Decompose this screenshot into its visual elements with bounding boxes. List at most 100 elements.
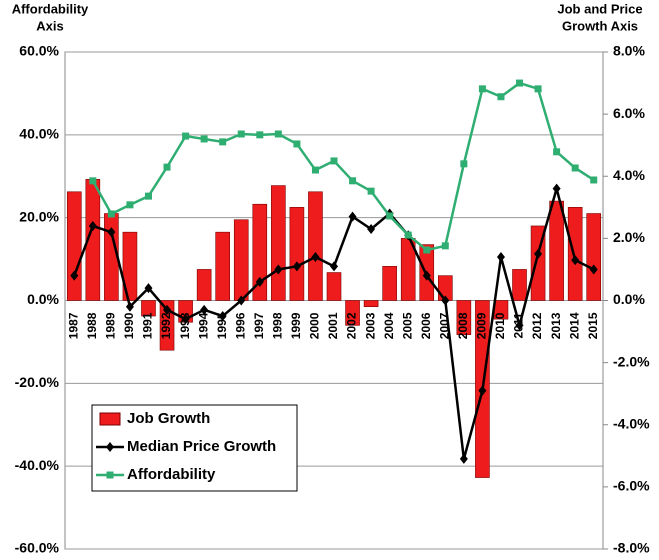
marker xyxy=(144,283,153,294)
x-tick-label: 1996 xyxy=(233,312,247,339)
marker xyxy=(107,210,115,218)
marker xyxy=(460,160,468,168)
marker xyxy=(515,320,524,331)
y2-tick-label: 6.0% xyxy=(613,105,645,121)
x-tick-label: 1992 xyxy=(159,312,173,339)
y2-tick-label: 2.0% xyxy=(613,229,645,245)
x-tick-label: 2006 xyxy=(419,312,433,339)
bar xyxy=(122,231,138,301)
x-tick-label: 1993 xyxy=(178,312,192,339)
marker xyxy=(125,301,134,312)
y2-tick-label: -6.0% xyxy=(613,478,650,494)
y2-tick-label: 0.0% xyxy=(613,291,645,307)
x-tick-label: 1989 xyxy=(104,312,118,339)
marker xyxy=(182,132,190,140)
y-tick-label: 60.0% xyxy=(19,43,59,59)
marker xyxy=(330,261,338,272)
marker xyxy=(163,163,171,171)
marker xyxy=(478,385,487,396)
x-tick-label: 1991 xyxy=(141,312,155,339)
bar xyxy=(215,231,230,301)
marker xyxy=(311,252,320,263)
marker xyxy=(590,176,598,184)
x-tick-label: 2013 xyxy=(549,312,563,339)
marker xyxy=(367,224,376,235)
marker xyxy=(200,304,209,315)
bar xyxy=(233,219,249,301)
bar xyxy=(345,300,360,326)
marker xyxy=(404,231,412,239)
marker xyxy=(349,177,357,185)
y2-tick-label: -2.0% xyxy=(613,353,650,369)
x-tick-label: 2005 xyxy=(400,312,414,339)
x-tick-label: 1997 xyxy=(252,312,266,339)
marker xyxy=(181,314,190,325)
marker xyxy=(422,270,431,281)
bar xyxy=(196,269,212,301)
marker xyxy=(237,295,246,306)
y-tick-label: -40.0% xyxy=(15,457,60,473)
y-tick-label: 40.0% xyxy=(19,126,59,142)
marker xyxy=(367,187,375,195)
x-tick-label: 2014 xyxy=(567,312,581,339)
bar xyxy=(252,203,268,301)
legend-label: Job Growth xyxy=(127,410,210,427)
bar xyxy=(549,200,564,301)
y-axis-title: Axis xyxy=(36,18,63,33)
y2-tick-label: 4.0% xyxy=(613,167,645,183)
marker xyxy=(163,304,172,315)
marker xyxy=(89,177,97,185)
marker xyxy=(552,183,561,194)
x-tick-label: 2000 xyxy=(308,312,322,339)
marker xyxy=(274,130,282,138)
marker xyxy=(293,140,301,148)
marker xyxy=(441,242,449,250)
x-tick-label: 2010 xyxy=(493,312,507,339)
x-tick-label: 2015 xyxy=(586,312,600,339)
legend-swatch xyxy=(99,412,121,426)
bar xyxy=(567,207,583,301)
x-tick-label: 1988 xyxy=(85,312,99,339)
marker xyxy=(497,93,505,101)
bar xyxy=(289,207,305,301)
marker xyxy=(534,248,543,259)
x-tick-label: 2001 xyxy=(326,312,340,339)
marker xyxy=(589,264,598,275)
y-tick-label: -60.0% xyxy=(15,540,60,556)
bar xyxy=(308,191,323,301)
marker xyxy=(237,130,245,138)
x-tick-label: 2003 xyxy=(363,312,377,339)
marker xyxy=(107,227,116,238)
x-tick-label: 2007 xyxy=(437,312,451,339)
marker xyxy=(534,85,542,93)
x-tick-label: 1998 xyxy=(271,312,285,339)
legend-box xyxy=(91,404,298,492)
y-axis-title: Affordability xyxy=(12,1,89,16)
marker xyxy=(144,192,152,200)
y2-tick-label: -4.0% xyxy=(613,415,650,431)
bar xyxy=(271,185,286,301)
marker xyxy=(441,295,450,306)
marker xyxy=(274,264,283,275)
marker xyxy=(219,138,227,146)
x-tick-label: 1994 xyxy=(196,312,210,339)
x-tick-label: 1990 xyxy=(122,312,136,339)
marker xyxy=(256,131,264,139)
marker xyxy=(218,311,227,322)
bar xyxy=(512,269,527,301)
marker xyxy=(553,148,561,156)
bar xyxy=(141,300,156,317)
marker xyxy=(386,212,394,220)
x-tick-label: 2004 xyxy=(382,312,396,339)
marker xyxy=(88,220,97,231)
x-tick-label: 1999 xyxy=(289,312,303,339)
x-tick-label: 2012 xyxy=(530,312,544,339)
marker xyxy=(478,85,486,93)
marker xyxy=(200,135,208,143)
bar xyxy=(326,272,342,301)
y-tick-label: 0.0% xyxy=(27,291,59,307)
marker xyxy=(571,164,579,172)
marker xyxy=(330,157,338,165)
marker xyxy=(292,261,301,272)
x-tick-label: 1987 xyxy=(66,312,80,339)
